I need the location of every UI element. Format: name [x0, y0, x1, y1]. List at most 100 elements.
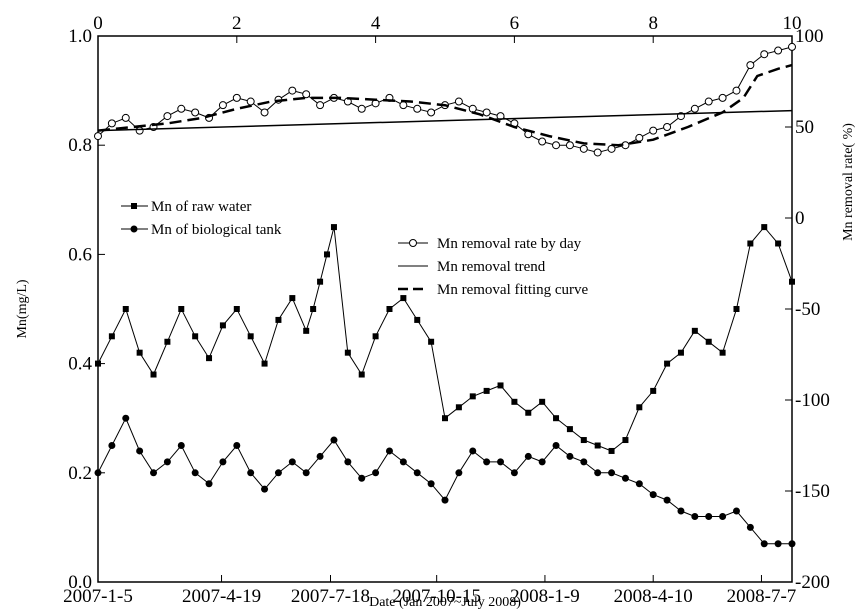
removal-rate-point	[135, 126, 144, 135]
bio-tank-point	[663, 496, 671, 504]
bottom-tick-label: 2007-1-5	[63, 586, 133, 607]
bio-tank-point	[510, 469, 518, 477]
raw-water-point	[372, 333, 379, 340]
raw-water-point	[247, 333, 254, 340]
raw-water-point	[608, 447, 615, 454]
removal-rate-point	[538, 137, 547, 146]
bio-tank-point	[566, 452, 574, 460]
series-line-3	[97, 46, 793, 154]
bio-tank-point	[261, 485, 269, 493]
y-axis-title: Mn(mg/L)	[15, 279, 30, 338]
raw-water-point	[483, 387, 490, 394]
bio-tank-point	[136, 447, 144, 455]
raw-water-point	[761, 224, 768, 231]
series-line-4	[97, 109, 793, 132]
raw-water-point	[289, 295, 296, 302]
raw-water-point	[553, 415, 560, 422]
bio-tank-point	[469, 447, 477, 455]
bio-tank-point	[344, 458, 352, 466]
left-tick-label: 1.0	[68, 26, 92, 47]
bio-tank-point	[205, 480, 213, 488]
raw-water-point	[525, 409, 532, 416]
removal-rate-point	[552, 141, 561, 150]
bio-tank-point	[497, 458, 505, 466]
top-tick-label: 0	[93, 13, 103, 34]
raw-water-point	[261, 360, 268, 367]
bio-tank-point	[247, 469, 255, 477]
bio-tank-point	[274, 469, 282, 477]
raw-water-point	[650, 387, 657, 394]
raw-water-point	[324, 251, 331, 258]
bottom-tick-label: 2008-7-7	[727, 586, 797, 607]
bottom-tick-label: 2008-4-10	[614, 586, 693, 607]
removal-rate-point	[316, 101, 325, 110]
bio-tank-point	[330, 436, 338, 444]
removal-rate-point	[593, 148, 602, 157]
removal-rate-point	[774, 46, 783, 55]
legend-bio-marker	[130, 225, 138, 233]
bio-tank-point	[399, 458, 407, 466]
bio-tank-point	[594, 469, 602, 477]
raw-water-point	[719, 349, 726, 356]
raw-water-point	[664, 360, 671, 367]
removal-rate-point	[607, 144, 616, 153]
top-tick-label: 2	[232, 13, 242, 34]
raw-water-point	[539, 398, 546, 405]
bio-tank-point	[538, 458, 546, 466]
removal-rate-point	[663, 123, 672, 131]
bio-tank-point	[455, 469, 463, 477]
right-tick-label: 100	[795, 26, 824, 47]
removal-rate-point	[163, 112, 172, 121]
raw-water-point	[511, 398, 518, 405]
left-tick-label: 0.6	[68, 244, 92, 265]
bio-tank-point	[372, 469, 380, 477]
raw-water-point	[400, 295, 407, 302]
raw-water-point	[705, 338, 712, 345]
raw-water-point	[442, 415, 448, 422]
raw-water-point	[428, 338, 435, 345]
raw-water-point	[178, 306, 185, 312]
right-tick-label: -200	[795, 572, 830, 593]
series-line-5	[97, 63, 793, 147]
legend-rate-label: Mn removal rate by day	[437, 236, 582, 252]
bio-tank-point	[413, 469, 421, 477]
bio-tank-point	[580, 458, 588, 466]
removal-rate-point	[427, 108, 436, 117]
x-axis-title: Date (Jan 2007~July 2008)	[369, 595, 521, 610]
raw-water-point	[219, 322, 226, 329]
top-tick-label: 6	[510, 13, 520, 34]
removal-rate-point	[260, 108, 269, 117]
legend-trend-label: Mn removal trend	[437, 259, 546, 275]
legend-raw-marker	[131, 203, 137, 209]
removal-rate-point	[218, 101, 227, 110]
raw-water-point	[122, 306, 129, 312]
raw-water-point	[455, 404, 462, 411]
removal-rate-point	[107, 119, 116, 128]
removal-rate-point	[121, 113, 130, 122]
raw-water-point	[386, 306, 393, 312]
series-layer	[94, 42, 796, 548]
series-line-2	[97, 417, 792, 545]
raw-water-point	[108, 333, 115, 340]
bio-tank-point	[385, 447, 393, 455]
bio-tank-point	[719, 512, 727, 520]
removal-rate-point	[413, 104, 422, 113]
bio-tank-point	[691, 512, 699, 520]
raw-water-point	[233, 306, 240, 312]
bio-tank-point	[746, 523, 754, 531]
bio-tank-point	[677, 507, 685, 515]
raw-water-point	[330, 224, 337, 231]
bio-tank-point	[524, 452, 532, 460]
bio-tank-point	[358, 474, 366, 482]
removal-rate-point	[690, 104, 699, 113]
removal-rate-point	[232, 93, 241, 102]
bio-tank-point	[621, 474, 629, 482]
raw-water-point	[303, 327, 310, 334]
bio-tank-point	[760, 540, 768, 548]
removal-rate-point	[732, 86, 741, 95]
top-tick-label: 10	[783, 13, 802, 34]
bio-tank-point	[649, 491, 657, 499]
top-tick-label: 8	[648, 13, 658, 34]
removal-rate-point	[399, 101, 408, 110]
